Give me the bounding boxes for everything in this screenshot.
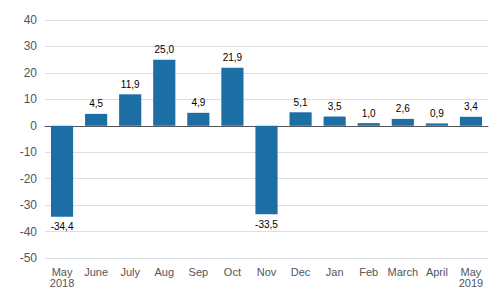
svg-text:May: May — [460, 265, 482, 278]
svg-text:2,6: 2,6 — [396, 103, 410, 114]
svg-text:2019: 2019 — [459, 277, 483, 289]
svg-text:Feb: Feb — [359, 266, 378, 278]
svg-text:-10: -10 — [20, 145, 38, 159]
svg-text:25,0: 25,0 — [155, 44, 175, 55]
svg-text:-20: -20 — [20, 172, 38, 186]
svg-text:2018: 2018 — [50, 277, 74, 289]
svg-text:Nov: Nov — [257, 266, 277, 278]
svg-text:20: 20 — [24, 66, 38, 80]
svg-text:Aug: Aug — [154, 266, 174, 278]
svg-text:-30: -30 — [20, 198, 38, 212]
svg-text:4,9: 4,9 — [191, 97, 205, 108]
svg-text:June: June — [84, 266, 108, 278]
svg-text:21,9: 21,9 — [223, 52, 243, 63]
svg-text:3,5: 3,5 — [328, 101, 342, 112]
svg-text:5,1: 5,1 — [294, 97, 308, 108]
svg-text:Jan: Jan — [326, 266, 344, 278]
svg-text:Sep: Sep — [189, 266, 209, 278]
svg-text:40: 40 — [24, 13, 38, 27]
svg-text:10: 10 — [24, 92, 38, 106]
svg-text:1,0: 1,0 — [362, 108, 376, 119]
svg-text:April: April — [426, 266, 448, 278]
svg-text:Dec: Dec — [291, 266, 311, 278]
svg-text:0,9: 0,9 — [430, 108, 444, 119]
svg-text:Oct: Oct — [224, 266, 241, 278]
svg-text:0: 0 — [30, 119, 37, 133]
svg-text:-40: -40 — [20, 225, 38, 239]
svg-text:11,9: 11,9 — [121, 79, 140, 90]
svg-text:-50: -50 — [20, 251, 38, 265]
svg-text:March: March — [388, 266, 419, 278]
svg-text:-34,4: -34,4 — [51, 221, 74, 232]
svg-text:30: 30 — [24, 39, 38, 53]
svg-text:May: May — [51, 265, 73, 278]
svg-text:July: July — [120, 266, 140, 278]
svg-text:4,5: 4,5 — [89, 98, 103, 109]
svg-text:3,4: 3,4 — [464, 101, 478, 112]
svg-text:-33,5: -33,5 — [255, 219, 278, 230]
